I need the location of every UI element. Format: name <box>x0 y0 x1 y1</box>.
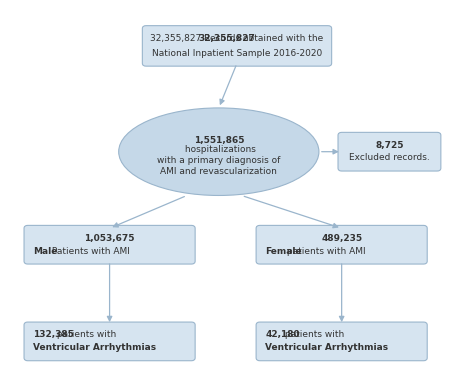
Text: 32,355,827: 32,355,827 <box>198 34 255 43</box>
FancyBboxPatch shape <box>24 225 195 264</box>
Text: 1,053,675: 1,053,675 <box>84 234 135 243</box>
FancyBboxPatch shape <box>24 322 195 361</box>
Text: Male: Male <box>33 247 57 256</box>
Text: patients with: patients with <box>54 330 116 339</box>
FancyBboxPatch shape <box>142 26 332 66</box>
Text: AMI and revascularization: AMI and revascularization <box>160 166 277 176</box>
Text: with a primary diagnosis of: with a primary diagnosis of <box>157 156 281 165</box>
FancyBboxPatch shape <box>256 322 427 361</box>
Text: 1,551,865: 1,551,865 <box>193 136 244 145</box>
Ellipse shape <box>118 108 319 195</box>
Text: National Inpatient Sample 2016-2020: National Inpatient Sample 2016-2020 <box>152 49 322 59</box>
Text: Excluded records.: Excluded records. <box>349 153 430 162</box>
Text: 132,385: 132,385 <box>33 330 74 339</box>
Text: Ventricular Arrhythmias: Ventricular Arrhythmias <box>33 344 156 353</box>
Text: 489,235: 489,235 <box>321 234 362 243</box>
Text: patients with: patients with <box>282 330 344 339</box>
Text: Ventricular Arrhythmias: Ventricular Arrhythmias <box>265 344 388 353</box>
Text: 8,725: 8,725 <box>375 141 404 150</box>
FancyBboxPatch shape <box>256 225 427 264</box>
Text: Patients with AMI: Patients with AMI <box>49 247 129 256</box>
Text: patients with AMI: patients with AMI <box>284 247 366 256</box>
Text: hospitalizations: hospitalizations <box>182 146 256 154</box>
Text: 42,180: 42,180 <box>265 330 300 339</box>
Text: Female: Female <box>265 247 302 256</box>
FancyBboxPatch shape <box>338 132 441 171</box>
Text: 32,355,827 Records obtained with the: 32,355,827 Records obtained with the <box>150 34 324 43</box>
